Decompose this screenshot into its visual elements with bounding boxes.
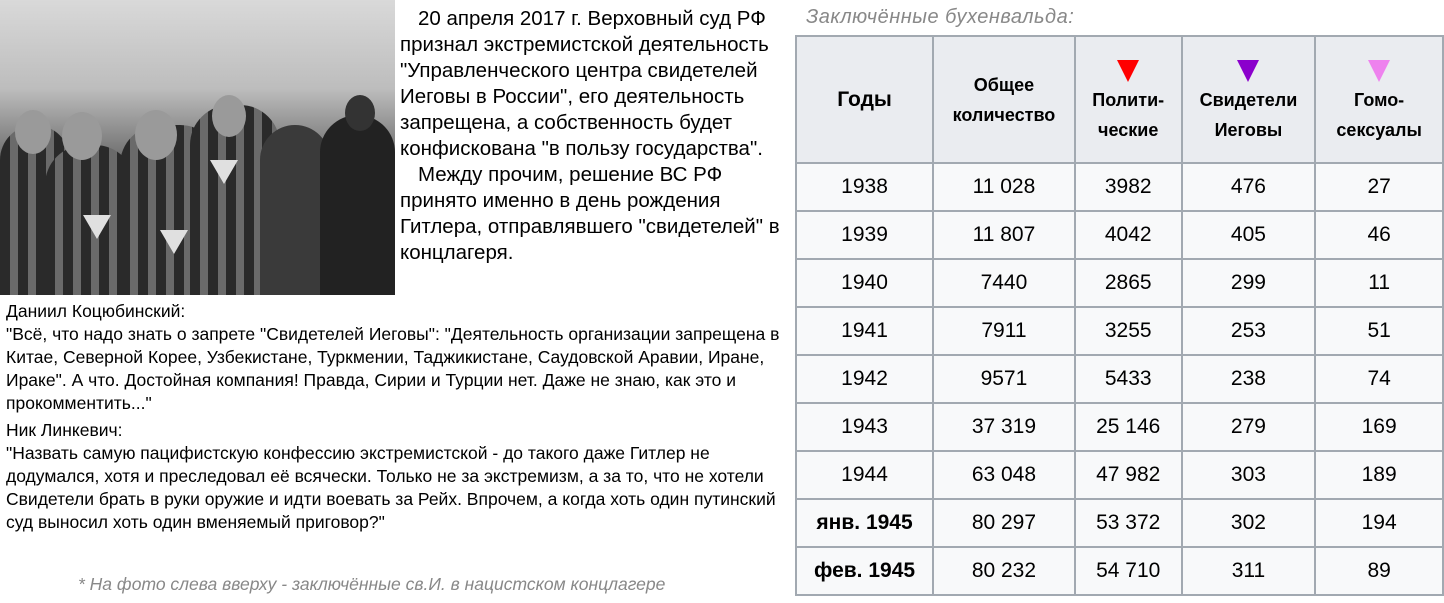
quote-text: "Всё, что надо знать о запрете "Свидетел… [6,324,780,413]
table-cell: 3982 [1073,162,1183,212]
table-header-row: Годы Общее количество Полити-ческие Свид… [794,35,1444,164]
table-cell: 11 807 [932,210,1076,260]
table-row: 1941 7911 3255 253 51 [794,306,1444,356]
table-cell: 7440 [932,258,1076,308]
table-cell: 4042 [1073,210,1183,260]
table-cell: 2865 [1073,258,1183,308]
table-cell: 253 [1180,306,1317,356]
news-paragraph: 20 апреля 2017 г. Верховный суд РФ призн… [400,7,769,160]
table-cell: 74 [1314,354,1444,404]
photo-footnote: * На фото слева вверху - заключённые св.… [78,574,666,594]
table-cell: 1938 [794,162,935,212]
prisoners-photo [0,0,395,295]
table-row: янв. 1945 80 297 53 372 302 194 [794,498,1444,548]
news-paragraph: Между прочим, решение ВС РФ принято имен… [400,163,780,264]
table-cell: 302 [1180,498,1317,548]
table-cell: 1943 [794,402,935,452]
table-cell: 5433 [1073,354,1183,404]
table-cell: 169 [1314,402,1444,452]
table-cell: 63 048 [932,450,1076,500]
table-row: 1943 37 319 25 146 279 169 [794,402,1444,452]
table-cell: 238 [1180,354,1317,404]
quotes: Даниил Коцюбинский: "Всё, что надо знать… [6,300,786,538]
table-row: 1944 63 048 47 982 303 189 [794,450,1444,500]
table-cell: 11 [1314,258,1444,308]
table-cell: 1941 [794,306,935,356]
table-cell: 54 710 [1073,546,1183,596]
table-cell: 3255 [1073,306,1183,356]
table-cell: 80 297 [932,498,1076,548]
news-text: 20 апреля 2017 г. Верховный суд РФ призн… [400,6,780,266]
table-cell: 189 [1314,450,1444,500]
quote-author: Ник Линкевич: [6,420,123,440]
table-row: 1938 11 028 3982 476 27 [794,162,1444,212]
table-cell: 47 982 [1073,450,1183,500]
purple-triangle-icon [1237,59,1260,82]
quote-author: Даниил Коцюбинский: [6,301,186,321]
table-cell: 25 146 [1073,402,1183,452]
table-cell: 11 028 [932,162,1076,212]
red-triangle-icon [1117,59,1140,82]
table-cell: 37 319 [932,402,1076,452]
table-cell: 279 [1180,402,1317,452]
table-cell: 89 [1314,546,1444,596]
header-witnesses: Свидетели Иеговы [1180,35,1317,164]
table-cell: 194 [1314,498,1444,548]
table-title: Заключённые бухенвальда: [806,6,1075,28]
header-political: Полити-ческие [1073,35,1183,164]
table-row: 1942 9571 5433 238 74 [794,354,1444,404]
table-cell: 1939 [794,210,935,260]
table-cell: 1942 [794,354,935,404]
table-cell: 51 [1314,306,1444,356]
table-cell: 9571 [932,354,1076,404]
table-cell: 1940 [794,258,935,308]
table-cell: 1944 [794,450,935,500]
pink-triangle-icon [1368,59,1391,82]
table-cell: 7911 [932,306,1076,356]
table-cell: фев. 1945 [794,546,935,596]
header-total: Общее количество [932,35,1076,164]
table-cell: 299 [1180,258,1317,308]
table-cell: янв. 1945 [794,498,935,548]
table-cell: 476 [1180,162,1317,212]
header-homosexuals: Гомо-сексуалы [1314,35,1444,164]
table-cell: 303 [1180,450,1317,500]
table-cell: 405 [1180,210,1317,260]
table-cell: 27 [1314,162,1444,212]
table-cell: 311 [1180,546,1317,596]
table-row: 1939 11 807 4042 405 46 [794,210,1444,260]
table-row: фев. 1945 80 232 54 710 311 89 [794,546,1444,596]
table-cell: 53 372 [1073,498,1183,548]
table-cell: 80 232 [932,546,1076,596]
table-row: 1940 7440 2865 299 11 [794,258,1444,308]
buchenwald-table: Годы Общее количество Полити-ческие Свид… [794,35,1444,596]
header-years: Годы [794,35,935,164]
quote-text: "Назвать самую пацифистскую конфессию эк… [6,443,776,532]
table-cell: 46 [1314,210,1444,260]
